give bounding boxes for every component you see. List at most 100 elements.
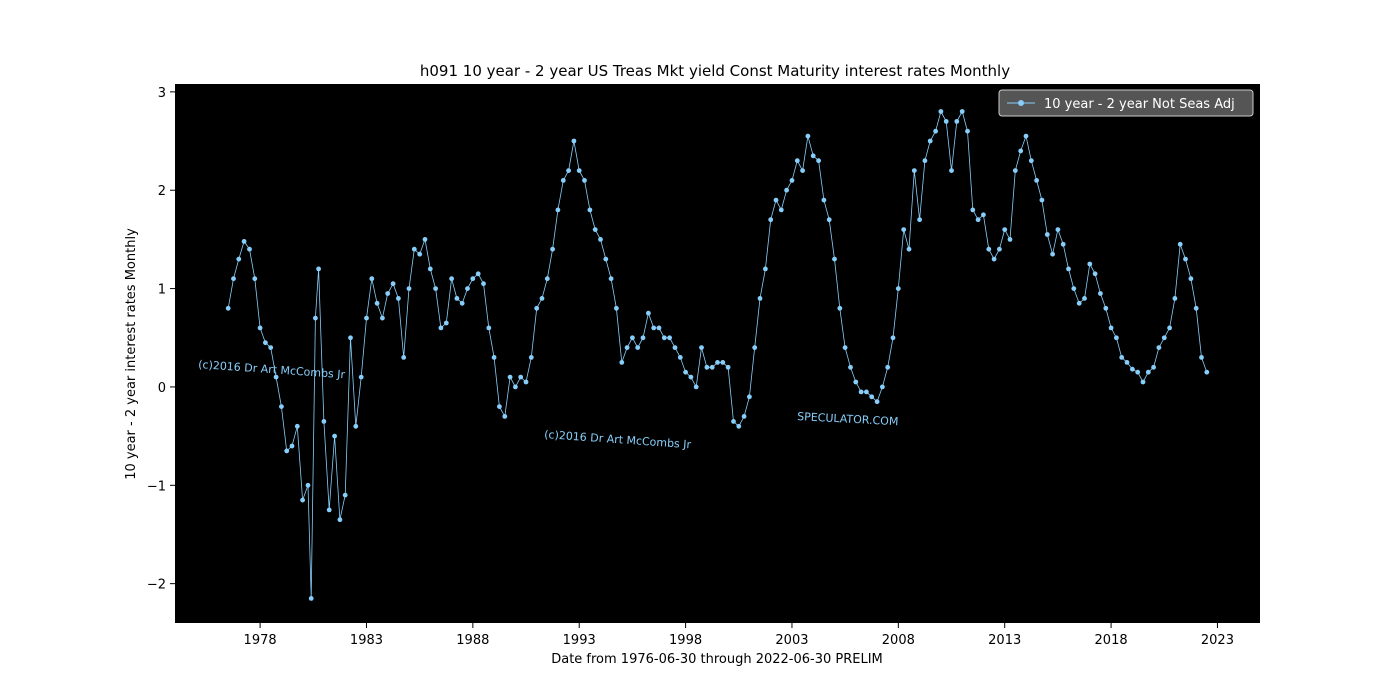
- x-axis: 1978 1983 1988 1993 1998 2003 2008 2013 2018 2023: [244, 623, 1234, 648]
- data-point: [869, 394, 875, 400]
- data-point: [757, 296, 763, 301]
- data-point: [890, 335, 896, 341]
- data-point: [1119, 355, 1125, 360]
- data-point: [1130, 366, 1135, 372]
- data-point: [459, 300, 465, 306]
- data-point: [247, 246, 252, 252]
- data-point: [917, 217, 922, 223]
- data-point: [1188, 276, 1194, 282]
- data-point: [906, 246, 912, 252]
- y-axis-label: 10 year - 2 year interest rates Monthly: [124, 228, 139, 480]
- data-point: [308, 596, 314, 601]
- data-point: [699, 345, 704, 350]
- data-point: [497, 404, 502, 409]
- data-point: [683, 369, 688, 375]
- data-point: [778, 207, 784, 213]
- data-point: [380, 315, 385, 321]
- data-point: [268, 345, 274, 350]
- data-point: [411, 246, 417, 252]
- data-point: [1156, 345, 1162, 350]
- data-point: [1114, 335, 1119, 341]
- data-point: [316, 266, 321, 272]
- watermark-speculator: SPECULATOR.COM: [797, 410, 899, 428]
- data-point: [1055, 227, 1061, 233]
- data-point: [305, 482, 311, 488]
- data-point: [364, 315, 369, 321]
- y-tick-label: −1: [147, 479, 166, 494]
- data-point: [241, 239, 247, 244]
- data-point: [821, 197, 827, 203]
- data-point: [1124, 360, 1130, 365]
- data-point: [1066, 266, 1071, 272]
- data-point: [1087, 261, 1093, 267]
- data-point: [864, 389, 869, 395]
- data-point: [816, 158, 821, 164]
- data-point: [560, 178, 566, 183]
- data-point: [1177, 241, 1183, 247]
- data-point: [294, 423, 300, 429]
- data-point: [693, 384, 699, 390]
- y-tick-label: 1: [158, 283, 166, 298]
- data-point: [491, 355, 497, 360]
- data-point: [231, 276, 236, 282]
- data-point: [1082, 296, 1087, 301]
- data-point: [465, 286, 470, 291]
- y-tick-label: 2: [158, 184, 166, 199]
- data-point: [1199, 355, 1204, 360]
- data-point: [981, 212, 986, 218]
- data-point: [1007, 237, 1013, 242]
- x-tick-label: 2008: [882, 633, 915, 648]
- y-tick-label: 3: [158, 86, 166, 101]
- data-point: [1151, 364, 1156, 370]
- data-point: [1018, 148, 1024, 154]
- data-point: [422, 237, 428, 242]
- data-point: [321, 419, 327, 424]
- data-point: [539, 296, 545, 301]
- legend-box: [998, 89, 1254, 117]
- data-point: [544, 276, 550, 282]
- data-point: [438, 325, 444, 331]
- data-point: [1098, 291, 1103, 296]
- data-point: [874, 399, 880, 405]
- data-point: [390, 281, 396, 287]
- data-point: [656, 325, 662, 331]
- legend: 10 year - 2 year Not Seas Adj: [998, 89, 1254, 117]
- data-point: [943, 119, 949, 124]
- data-point: [688, 374, 694, 380]
- y-axis: −2 −1 0 1 2 3: [147, 86, 175, 593]
- data-point: [396, 296, 401, 301]
- x-tick-label: 2003: [775, 633, 808, 648]
- data-point: [773, 197, 779, 203]
- data-point: [1050, 251, 1055, 257]
- data-point: [576, 168, 582, 174]
- data-point: [332, 433, 337, 439]
- data-point: [608, 276, 614, 282]
- data-point: [853, 379, 859, 385]
- data-point: [603, 256, 609, 262]
- data-point: [858, 389, 864, 395]
- data-point: [1071, 286, 1077, 291]
- data-point: [614, 305, 619, 311]
- legend-marker-swatch: [1018, 100, 1024, 106]
- data-point: [252, 276, 258, 282]
- data-point: [709, 364, 715, 370]
- data-point: [566, 168, 571, 174]
- data-point: [598, 237, 603, 242]
- data-point: [1140, 379, 1146, 385]
- data-point: [342, 492, 348, 498]
- data-point: [895, 286, 901, 291]
- x-tick-label: 1988: [456, 633, 489, 648]
- data-point: [348, 335, 353, 341]
- data-point: [257, 325, 263, 331]
- data-point: [640, 335, 646, 341]
- chart-title: h091 10 year - 2 year US Treas Mkt yield…: [420, 62, 1010, 80]
- data-point: [704, 364, 710, 370]
- data-point: [677, 355, 683, 360]
- data-point: [486, 325, 492, 331]
- data-point: [1167, 325, 1172, 331]
- plot-area: [175, 84, 1260, 623]
- legend-entry-label: 10 year - 2 year Not Seas Adj: [1044, 97, 1235, 112]
- data-point: [975, 217, 981, 223]
- data-point: [1060, 241, 1066, 247]
- data-point: [848, 364, 853, 370]
